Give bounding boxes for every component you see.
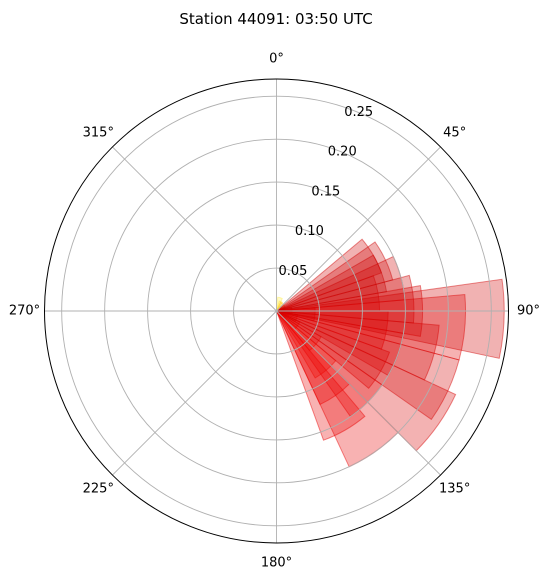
polar-bar [276, 310, 440, 381]
theta-tick-label: 90° [517, 304, 540, 319]
polar-bar [276, 310, 337, 379]
polar-bar [276, 310, 391, 390]
polar-bar [276, 278, 505, 359]
theta-tick-label: 315° [83, 125, 114, 140]
polar-bar [276, 238, 383, 312]
theta-grid-line [112, 310, 277, 476]
bars-layer [276, 238, 505, 468]
polar-axis-outline [44, 78, 509, 544]
grid-layer [44, 79, 509, 543]
r-tick-label: 0.25 [344, 105, 373, 120]
r-tick-label: 0.05 [278, 264, 307, 279]
theta-tick-label: 0° [269, 52, 284, 67]
polar-bar [276, 310, 322, 352]
r-tick-label: 0.10 [295, 224, 324, 239]
theta-tick-label: 225° [83, 482, 114, 497]
polar-bar [276, 306, 286, 312]
theta-tick-labels: 0° 45° 90° 135° 180° 225° 270° 315° [9, 52, 540, 571]
chart-title: Station 44091: 03:50 UTC [179, 10, 372, 28]
polar-bar [276, 296, 283, 312]
r-tick-label: 0.15 [311, 184, 340, 199]
polar-bar [276, 300, 284, 312]
theta-grid-line [112, 146, 277, 312]
polar-bar [276, 304, 287, 312]
theta-grid-line [276, 310, 441, 476]
r-tick-label: 0.20 [328, 145, 357, 160]
r-tick-labels: 0.05 0.10 0.15 0.20 0.25 [278, 105, 373, 279]
polar-bar [276, 310, 460, 421]
polar-bar [276, 254, 388, 312]
polar-bar [276, 241, 394, 312]
theta-tick-label: 135° [439, 482, 470, 497]
theta-tick-label: 180° [261, 556, 292, 571]
theta-tick-label: 45° [443, 125, 466, 140]
polar-bar [276, 310, 299, 323]
theta-grid-line [276, 146, 441, 312]
polar-bar [276, 310, 287, 319]
theta-tick-label: 270° [9, 304, 40, 319]
polar-bar [276, 310, 366, 441]
